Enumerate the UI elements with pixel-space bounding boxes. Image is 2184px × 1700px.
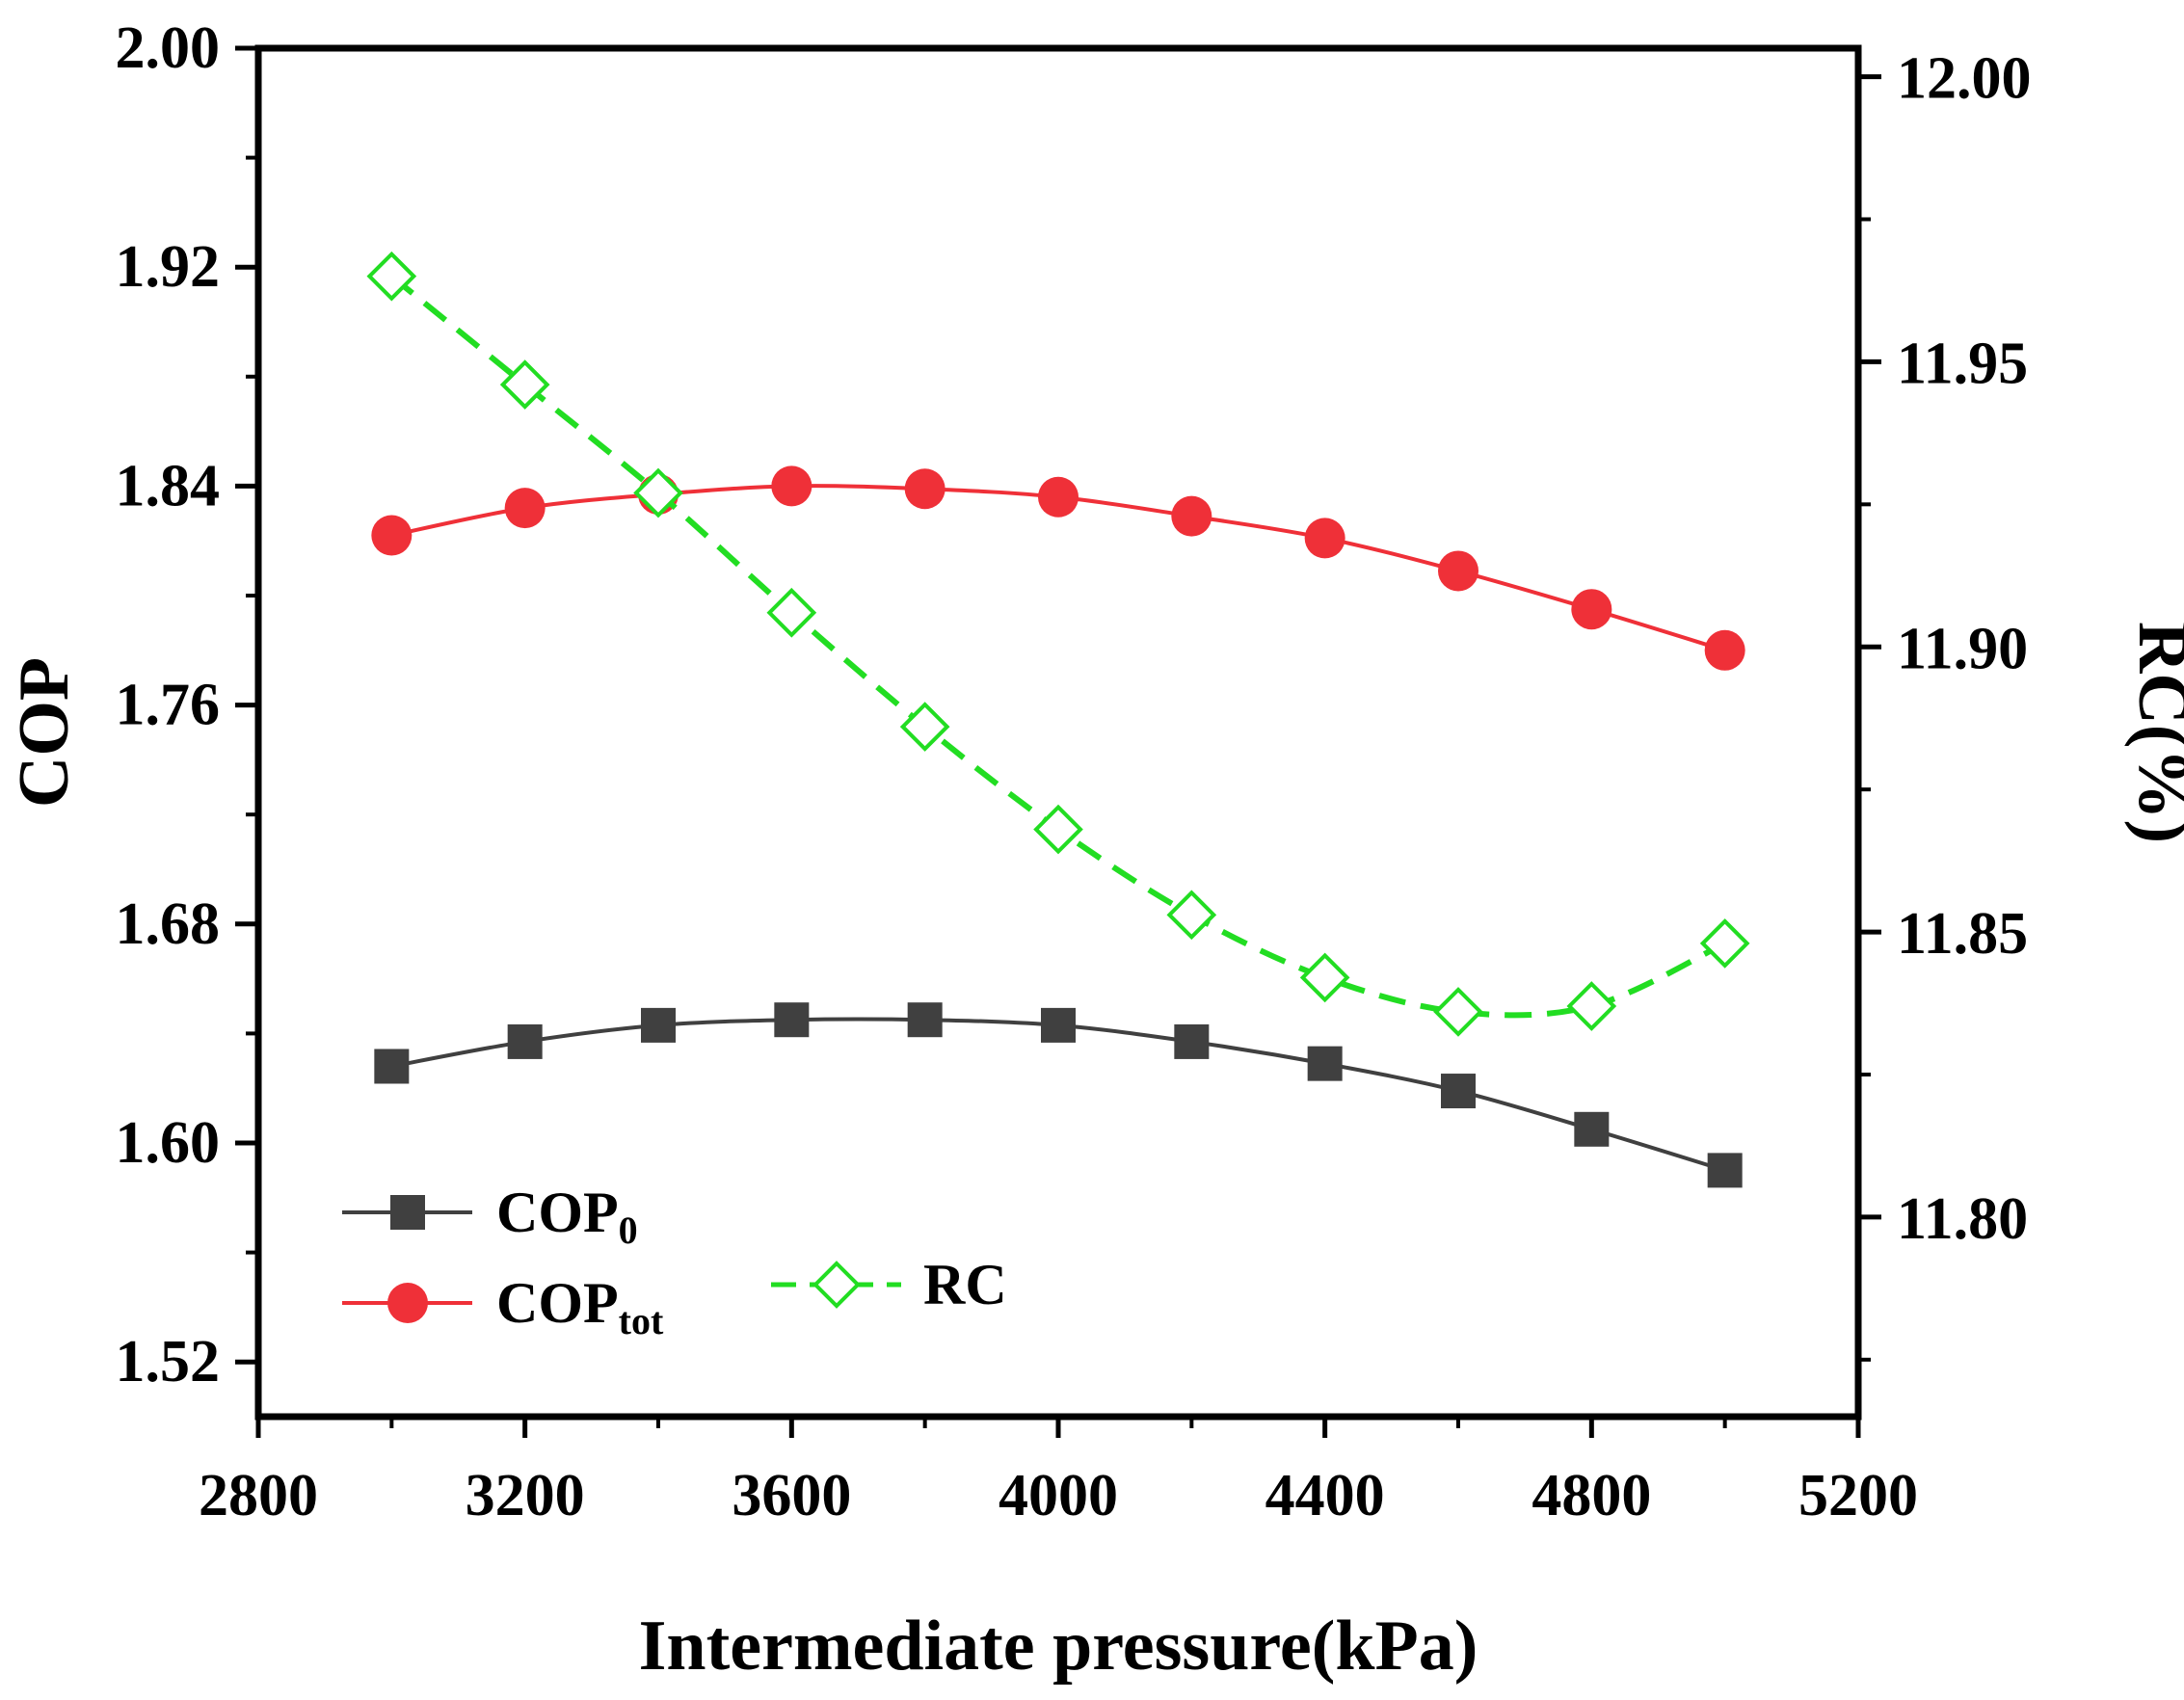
data-point-cop0-7 xyxy=(1307,1046,1343,1081)
x-tick-label-2: 3600 xyxy=(732,1463,851,1528)
data-point-coptot-5 xyxy=(1038,476,1079,518)
data-point-cop0-8 xyxy=(1441,1074,1476,1109)
data-series xyxy=(366,251,1750,1188)
y2-tick-label-3: 11.95 xyxy=(1897,331,2028,396)
y-tick-label-2: 1.68 xyxy=(116,891,221,957)
legend-label-rc: RC xyxy=(923,1253,1007,1316)
data-point-coptot-8 xyxy=(1438,550,1478,592)
data-point-coptot-0 xyxy=(371,515,413,556)
y2-tick-label-0: 11.80 xyxy=(1897,1186,2028,1252)
data-point-coptot-4 xyxy=(904,468,946,510)
x-tick-label-1: 3200 xyxy=(466,1463,585,1528)
data-point-cop0-9 xyxy=(1574,1111,1610,1147)
y-axis-title: COP xyxy=(5,657,84,808)
legend-label-cop0-sub: 0 xyxy=(619,1209,638,1252)
legend: COP0 COPtot RC xyxy=(342,1181,1007,1342)
y-tick-label-1: 1.60 xyxy=(116,1110,221,1176)
legend-marker-cop0 xyxy=(390,1195,425,1230)
y-tick-label-6: 2.00 xyxy=(116,15,221,81)
data-point-cop0-3 xyxy=(774,1002,810,1038)
x-tick-label-6: 5200 xyxy=(1798,1463,1918,1528)
y2-axis-title: RC(%) xyxy=(2123,622,2184,843)
data-point-rc-9 xyxy=(1566,981,1617,1031)
y-tick-label-0: 1.52 xyxy=(116,1329,221,1395)
data-point-rc-1 xyxy=(499,359,550,410)
data-point-rc-7 xyxy=(1299,952,1350,1003)
data-point-rc-4 xyxy=(899,702,950,752)
data-point-rc-5 xyxy=(1033,804,1083,855)
data-point-cop0-6 xyxy=(1174,1023,1210,1059)
x-tick-label-4: 4400 xyxy=(1265,1463,1385,1528)
data-point-cop0-10 xyxy=(1707,1153,1743,1188)
y2-tick-label-2: 11.90 xyxy=(1897,616,2028,681)
x-tick-label-0: 2800 xyxy=(199,1463,318,1528)
data-point-coptot-9 xyxy=(1571,589,1612,630)
data-point-coptot-7 xyxy=(1304,518,1345,559)
data-point-rc-0 xyxy=(366,251,417,302)
data-point-cop0-0 xyxy=(374,1049,410,1084)
legend-label-cop0-main: COP xyxy=(496,1181,619,1244)
data-point-coptot-1 xyxy=(504,488,546,529)
data-point-rc-8 xyxy=(1433,987,1483,1037)
axis-ticks: 2800 3200 3600 4000 4400 4800 5200 1.52 1.60 1.68… xyxy=(116,15,2032,1528)
x-tick-label-3: 4000 xyxy=(999,1463,1118,1528)
data-point-cop0-1 xyxy=(507,1023,543,1059)
y-tick-label-3: 1.76 xyxy=(116,673,221,738)
y-tick-label-5: 1.92 xyxy=(116,234,221,300)
data-point-rc-10 xyxy=(1699,918,1750,969)
y-tick-label-4: 1.84 xyxy=(116,453,221,518)
legend-marker-rc xyxy=(812,1261,861,1309)
data-point-rc-3 xyxy=(766,587,817,638)
legend-label-coptot: COPtot xyxy=(496,1271,664,1342)
legend-marker-coptot xyxy=(387,1283,428,1323)
x-tick-label-5: 4800 xyxy=(1531,1463,1651,1528)
data-point-cop0-4 xyxy=(907,1002,943,1038)
data-point-cop0-5 xyxy=(1041,1007,1076,1043)
y2-tick-label-4: 12.00 xyxy=(1897,46,2032,112)
x-axis-title: Intermediate pressure(kPa) xyxy=(639,1607,1478,1686)
data-point-coptot-10 xyxy=(1704,629,1745,671)
data-point-coptot-3 xyxy=(771,465,812,507)
legend-label-coptot-sub: tot xyxy=(619,1299,664,1342)
data-point-cop0-2 xyxy=(641,1007,676,1043)
data-point-rc-6 xyxy=(1166,890,1217,941)
data-point-coptot-6 xyxy=(1171,495,1212,537)
legend-label-cop0: COP0 xyxy=(496,1181,638,1252)
legend-label-coptot-main: COP xyxy=(496,1271,619,1335)
series-line-rc xyxy=(389,274,1726,1019)
data-point-rc-2 xyxy=(633,467,683,518)
y2-tick-label-1: 11.85 xyxy=(1897,901,2028,967)
